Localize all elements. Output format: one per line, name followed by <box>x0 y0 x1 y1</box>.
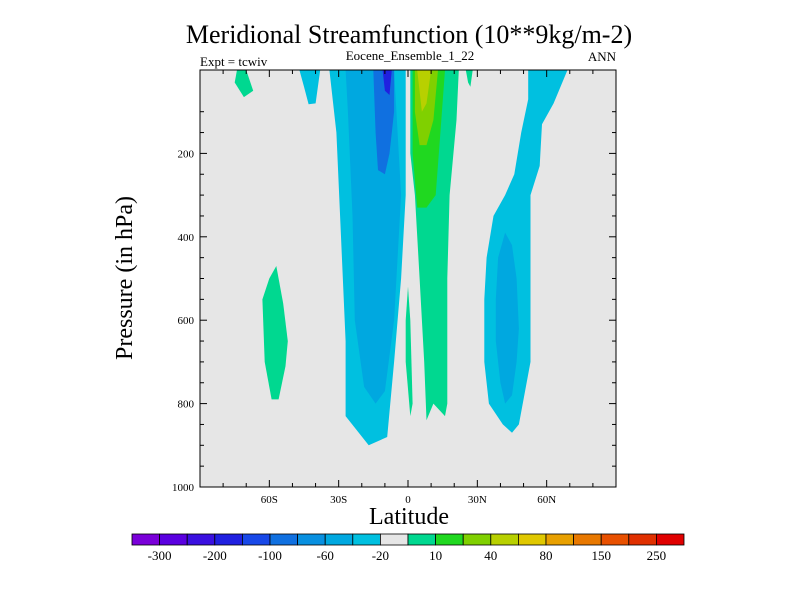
subtitle-left: Expt = tcwiv <box>200 54 268 69</box>
chart-title: Meridional Streamfunction (10**9kg/m-2) <box>186 20 632 49</box>
colorbar-label: -200 <box>203 548 227 563</box>
colorbar-label: 150 <box>591 548 611 563</box>
contour-region-5 <box>373 70 395 175</box>
y-axis-label: Pressure (in hPa) <box>112 196 138 360</box>
contour-region-11 <box>465 70 473 87</box>
colorbar-swatch <box>131 533 161 546</box>
colorbar-label: -300 <box>148 548 172 563</box>
contour-region-2 <box>262 266 288 400</box>
colorbar-swatch <box>490 533 519 546</box>
colorbar-label: -20 <box>372 548 389 563</box>
subtitle-center: Eocene_Ensemble_1_22 <box>346 48 475 63</box>
y-tick-label: 200 <box>178 148 195 160</box>
colorbar-label: -100 <box>258 548 282 563</box>
axis-ticks: 60S 30S 0 30N 60N 200 400 600 800 1000 <box>172 70 616 506</box>
colorbar-swatch <box>435 533 464 546</box>
contour-regions <box>234 70 568 446</box>
colorbar-swatch <box>545 533 575 546</box>
colorbar: -300 -200 -100 -60 -20 10 40 80 150 250 <box>131 533 685 563</box>
contour-region-1 <box>299 70 321 105</box>
contour-region-13 <box>495 232 519 404</box>
colorbar-label: -60 <box>317 548 334 563</box>
x-axis-label: Latitude <box>369 504 449 530</box>
subtitle-right: ANN <box>588 49 617 64</box>
colorbar-swatch <box>518 533 547 546</box>
colorbar-swatch <box>297 533 326 546</box>
colorbar-label: 10 <box>429 548 442 563</box>
colorbar-label: 80 <box>540 548 553 563</box>
y-tick-label: 1000 <box>172 482 195 494</box>
colorbar-swatch <box>269 533 299 546</box>
contour-region-10 <box>417 70 432 112</box>
x-tick-label: 0 <box>405 494 411 506</box>
contour-region-14 <box>405 286 413 417</box>
colorbar-swatch <box>241 533 271 546</box>
y-tick-label: 800 <box>178 399 195 411</box>
colorbar-swatch <box>379 533 409 546</box>
x-tick-label: 60S <box>261 494 278 506</box>
colorbar-label: 40 <box>484 548 497 563</box>
colorbar-swatch <box>159 533 188 546</box>
x-tick-label: 30N <box>468 494 487 506</box>
colorbar-swatch <box>407 533 437 546</box>
y-tick-label: 400 <box>178 232 195 244</box>
contour-region-0 <box>234 70 254 98</box>
colorbar-swatch <box>656 533 685 546</box>
colorbar-swatch <box>600 533 630 546</box>
colorbar-swatch <box>324 533 354 546</box>
colorbar-swatch <box>573 533 602 546</box>
contour-region-6 <box>382 70 392 95</box>
x-tick-label: 60N <box>537 494 556 506</box>
colorbar-swatch <box>352 533 381 546</box>
colorbar-label: 250 <box>647 548 667 563</box>
colorbar-swatch <box>462 533 492 546</box>
plot-background <box>200 70 616 487</box>
x-tick-label: 30S <box>330 494 347 506</box>
colorbar-swatch <box>628 533 657 546</box>
y-tick-label: 600 <box>178 315 195 327</box>
colorbar-swatch <box>186 533 216 546</box>
colorbar-swatch <box>214 533 243 546</box>
